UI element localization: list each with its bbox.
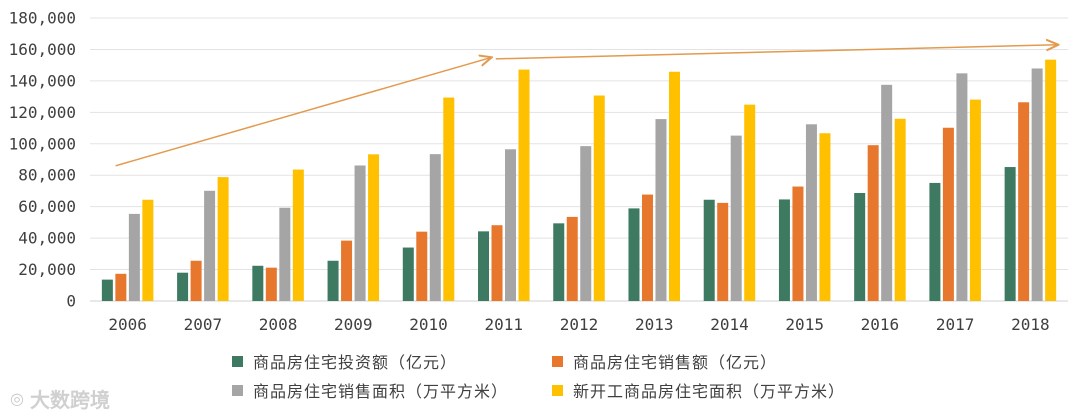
bar <box>894 118 906 301</box>
y-tick-label: 180,000 <box>9 9 76 28</box>
bar <box>881 84 893 301</box>
y-tick-label: 100,000 <box>9 134 76 153</box>
bar <box>402 247 414 301</box>
y-tick-label: 40,000 <box>18 229 76 248</box>
legend-swatch <box>232 355 243 367</box>
bar <box>792 186 804 301</box>
legend-label: 商品房住宅销售面积（万平方米） <box>253 382 509 401</box>
bar <box>177 272 189 301</box>
bar <box>443 97 455 301</box>
legend-item: 商品房住宅投资额（亿元） <box>232 350 457 372</box>
y-tick-label: 80,000 <box>18 166 76 185</box>
legend-label: 商品房住宅投资额（亿元） <box>253 353 458 372</box>
bar <box>730 135 742 301</box>
bar <box>142 199 154 301</box>
legend-item: 商品房住宅销售额（亿元） <box>552 350 777 372</box>
y-tick-label: 60,000 <box>18 197 76 216</box>
legend-item: 商品房住宅销售面积（万平方米） <box>232 379 508 401</box>
watermark-text: 大数跨境 <box>29 388 110 412</box>
bar <box>217 177 229 301</box>
x-tick-label: 2007 <box>184 315 223 334</box>
bar <box>327 260 339 301</box>
x-tick-label: 2008 <box>259 315 298 334</box>
y-tick-label: 160,000 <box>9 40 76 59</box>
bar <box>628 208 640 301</box>
legend-label: 新开工商品房住宅面积（万平方米） <box>573 382 846 401</box>
legend-item: 新开工商品房住宅面积（万平方米） <box>552 379 845 401</box>
bar <box>491 225 503 301</box>
bar <box>505 149 517 301</box>
x-tick-label: 2013 <box>635 315 674 334</box>
bar <box>553 223 565 301</box>
x-tick-label: 2014 <box>710 315 749 334</box>
y-tick-label: 20,000 <box>18 260 76 279</box>
bar-chart: 0 20,000 40,000 60,000 80,000 100,000 120,000 1… <box>9 9 1068 334</box>
legend-swatch <box>232 384 243 396</box>
bar <box>128 213 140 301</box>
x-tick-label: 2009 <box>334 315 373 334</box>
x-tick-label: 2010 <box>409 315 448 334</box>
bar <box>1045 59 1057 302</box>
bar <box>478 231 490 301</box>
bar <box>819 133 831 301</box>
bar <box>252 265 264 301</box>
y-tick-label: 140,000 <box>9 71 76 90</box>
x-tick-label: 2015 <box>785 315 824 334</box>
bar <box>956 73 968 301</box>
bar <box>566 216 578 301</box>
bar <box>1018 102 1030 301</box>
legend-swatch <box>552 384 563 396</box>
bar <box>668 71 680 302</box>
bar <box>518 69 530 302</box>
bar <box>703 199 715 301</box>
bar <box>744 104 756 301</box>
y-tick-label: 0 <box>66 292 76 311</box>
bar <box>805 124 817 301</box>
bar <box>292 169 304 301</box>
bar <box>867 145 879 301</box>
bar <box>341 240 353 301</box>
bar <box>1004 167 1016 301</box>
legend-label: 商品房住宅销售额（亿元） <box>573 353 778 372</box>
bar <box>969 99 981 302</box>
bar <box>593 95 605 301</box>
bar <box>429 154 441 301</box>
x-tick-label: 2012 <box>560 315 599 334</box>
x-tick-label: 2016 <box>861 315 900 334</box>
bar <box>115 273 127 301</box>
y-tick-label: 120,000 <box>9 103 76 122</box>
bar <box>354 165 366 301</box>
bar <box>778 199 790 301</box>
bar <box>717 202 729 301</box>
bar <box>641 194 653 301</box>
bar <box>655 119 667 301</box>
x-tick-label: 2011 <box>485 315 524 334</box>
bar <box>580 146 592 301</box>
camera-icon: ◎ <box>10 389 24 408</box>
bar <box>265 267 277 301</box>
bar <box>416 231 428 301</box>
bar <box>1031 68 1043 302</box>
legend-swatch <box>552 355 563 367</box>
trend-arrow <box>495 45 1059 60</box>
bar <box>279 207 291 301</box>
x-tick-label: 2006 <box>108 315 147 334</box>
watermark: ◎ 大数跨境 <box>10 384 110 413</box>
bar <box>190 260 202 301</box>
x-tick-label: 2018 <box>1011 315 1050 334</box>
bar <box>854 192 866 301</box>
bar <box>368 154 380 301</box>
bar <box>942 127 954 301</box>
bar <box>101 279 113 301</box>
x-tick-label: 2017 <box>936 315 975 334</box>
trend-arrow <box>115 57 492 167</box>
bar <box>929 182 941 301</box>
bar <box>204 190 216 301</box>
